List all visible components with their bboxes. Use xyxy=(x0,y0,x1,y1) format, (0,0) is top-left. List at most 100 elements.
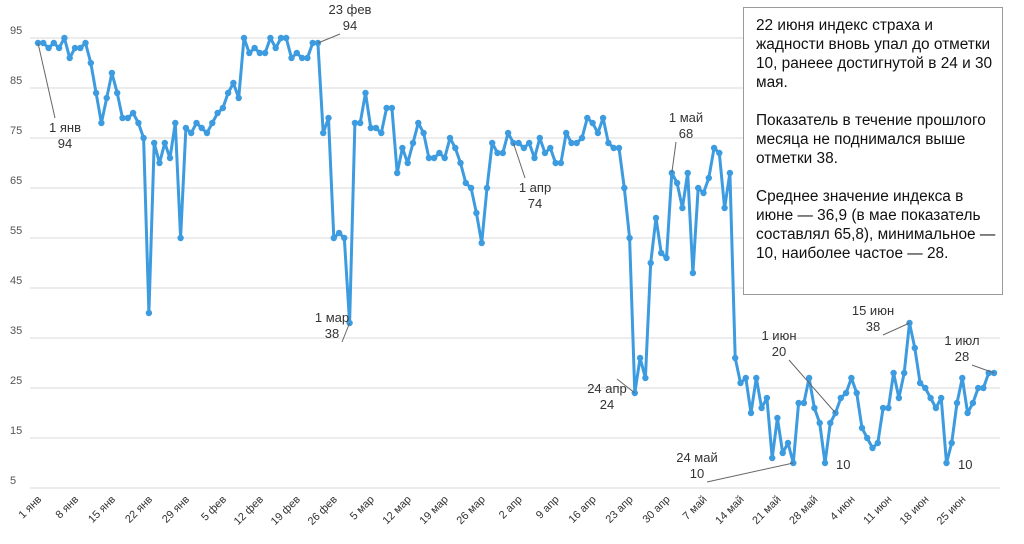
data-point xyxy=(298,54,306,62)
data-point xyxy=(848,374,855,382)
annotation-value: 94 xyxy=(343,18,357,33)
y-tick-label: 55 xyxy=(10,225,22,237)
data-point xyxy=(425,154,433,162)
annotation-leader xyxy=(317,33,341,44)
data-point xyxy=(594,129,602,137)
data-point xyxy=(193,119,200,127)
data-point xyxy=(462,179,469,187)
annotation-value: 10 xyxy=(958,457,972,472)
annotation-value: 38 xyxy=(866,319,880,334)
data-point xyxy=(156,159,163,167)
data-point xyxy=(351,119,359,127)
data-point xyxy=(578,134,586,142)
data-point xyxy=(124,114,131,122)
data-point xyxy=(811,404,818,412)
data-point xyxy=(520,144,528,152)
data-point xyxy=(695,184,702,192)
data-point xyxy=(388,104,396,112)
x-tick-label: 7 май xyxy=(681,494,710,523)
data-point xyxy=(584,114,591,122)
data-point xyxy=(943,459,950,467)
data-point xyxy=(409,139,417,147)
data-point xyxy=(879,404,887,412)
data-point xyxy=(916,379,924,387)
data-point xyxy=(277,34,285,42)
data-point xyxy=(362,89,369,97)
data-point xyxy=(557,159,565,167)
data-point xyxy=(293,49,300,57)
data-point xyxy=(288,54,295,62)
data-point xyxy=(256,49,263,57)
data-point xyxy=(948,439,955,447)
data-point xyxy=(964,409,971,417)
data-point xyxy=(927,394,934,402)
data-point xyxy=(230,79,237,87)
annotation-date: 15 июн xyxy=(852,303,894,318)
annotation-date: 23 фев xyxy=(329,2,372,17)
x-tick-label: 15 янв xyxy=(86,494,118,526)
data-point xyxy=(800,399,808,407)
data-point xyxy=(589,119,596,127)
data-point xyxy=(547,144,554,152)
data-point xyxy=(605,139,612,147)
x-tick-label: 22 янв xyxy=(123,494,155,526)
note-paragraph-3: Среднее значение индекса в июне — 36,9 (… xyxy=(756,188,996,262)
data-point xyxy=(932,404,940,412)
data-point xyxy=(753,374,760,382)
annotation-value: 28 xyxy=(955,349,969,364)
data-point xyxy=(679,204,686,212)
data-point xyxy=(642,374,649,382)
data-point xyxy=(314,39,322,47)
data-point xyxy=(61,34,68,42)
data-point xyxy=(87,59,95,67)
data-point xyxy=(922,384,929,392)
data-point xyxy=(494,149,501,157)
x-tick-label: 19 мар xyxy=(418,494,451,527)
data-point xyxy=(858,424,866,432)
data-point xyxy=(177,234,184,242)
annotation-leader xyxy=(37,42,56,119)
y-tick-label: 25 xyxy=(10,375,22,387)
data-point xyxy=(700,189,707,197)
annotation-value: 24 xyxy=(600,397,614,412)
data-point xyxy=(774,414,781,422)
data-point xyxy=(198,124,205,132)
data-point xyxy=(129,109,137,117)
annotation-date: 1 янв xyxy=(49,120,81,135)
data-point xyxy=(50,39,57,47)
data-point xyxy=(869,444,876,452)
data-point xyxy=(108,69,116,77)
data-point xyxy=(77,44,84,52)
annotation-leader xyxy=(671,141,677,174)
data-point xyxy=(394,169,401,177)
data-point xyxy=(452,144,459,152)
data-point xyxy=(161,139,168,147)
data-point xyxy=(399,144,406,152)
data-point xyxy=(489,139,496,147)
data-point xyxy=(705,174,712,182)
data-point xyxy=(684,169,691,177)
x-tick-label: 5 фев xyxy=(199,494,229,524)
data-point xyxy=(320,129,327,137)
note-paragraph-1: 22 июня индекс страха и жадности вновь у… xyxy=(756,17,993,91)
data-point xyxy=(821,459,829,467)
y-tick-label: 15 xyxy=(10,425,22,437)
data-point xyxy=(283,34,290,42)
data-point xyxy=(378,129,385,137)
data-point xyxy=(151,139,158,147)
data-point xyxy=(504,129,512,137)
annotation-leader xyxy=(882,322,910,336)
data-point xyxy=(325,114,332,122)
data-point xyxy=(816,419,823,427)
x-tick-label: 9 апр xyxy=(534,494,562,522)
data-point xyxy=(969,399,977,407)
data-point xyxy=(626,234,633,242)
data-point xyxy=(769,454,776,462)
data-point xyxy=(541,149,549,157)
data-point xyxy=(214,109,221,117)
data-point xyxy=(446,134,454,142)
summary-note-box: 22 июня индекс страха и жадности вновь у… xyxy=(743,7,1003,295)
data-point xyxy=(536,134,543,142)
data-point xyxy=(885,404,892,412)
annotation-leader xyxy=(971,364,995,374)
